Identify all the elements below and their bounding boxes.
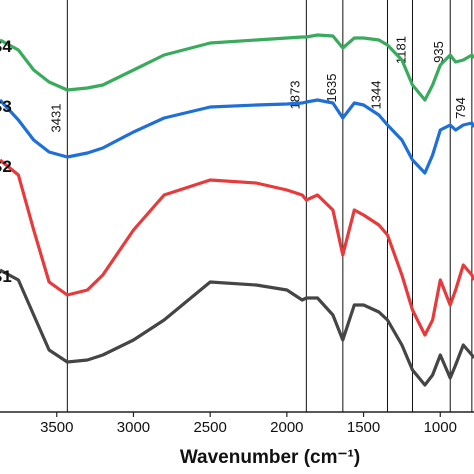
reference-label: 935 — [431, 41, 446, 63]
series-label: S2 — [0, 157, 12, 176]
reference-label: 1344 — [368, 81, 383, 110]
x-tick-label: 2500 — [193, 419, 226, 436]
spectrum-line — [0, 268, 474, 387]
reference-label: 3431 — [48, 104, 63, 133]
spectrum-line — [0, 98, 474, 175]
series-label: S3 — [0, 97, 12, 116]
x-tick-label: 1000 — [424, 419, 457, 436]
x-tick-label: 2000 — [270, 419, 303, 436]
spectrum-line — [0, 33, 474, 102]
x-tick-label: 3000 — [117, 419, 150, 436]
x-tick-label: 1500 — [347, 419, 380, 436]
series-label: S1 — [0, 267, 12, 286]
x-axis-label: Wavenumber (cm⁻¹) — [180, 447, 360, 468]
series-label: S4 — [0, 37, 12, 56]
spectrum-line — [0, 158, 474, 337]
reference-label: 794 — [453, 97, 468, 119]
reference-label: 1635 — [324, 74, 339, 103]
x-tick-label: 3500 — [40, 419, 73, 436]
